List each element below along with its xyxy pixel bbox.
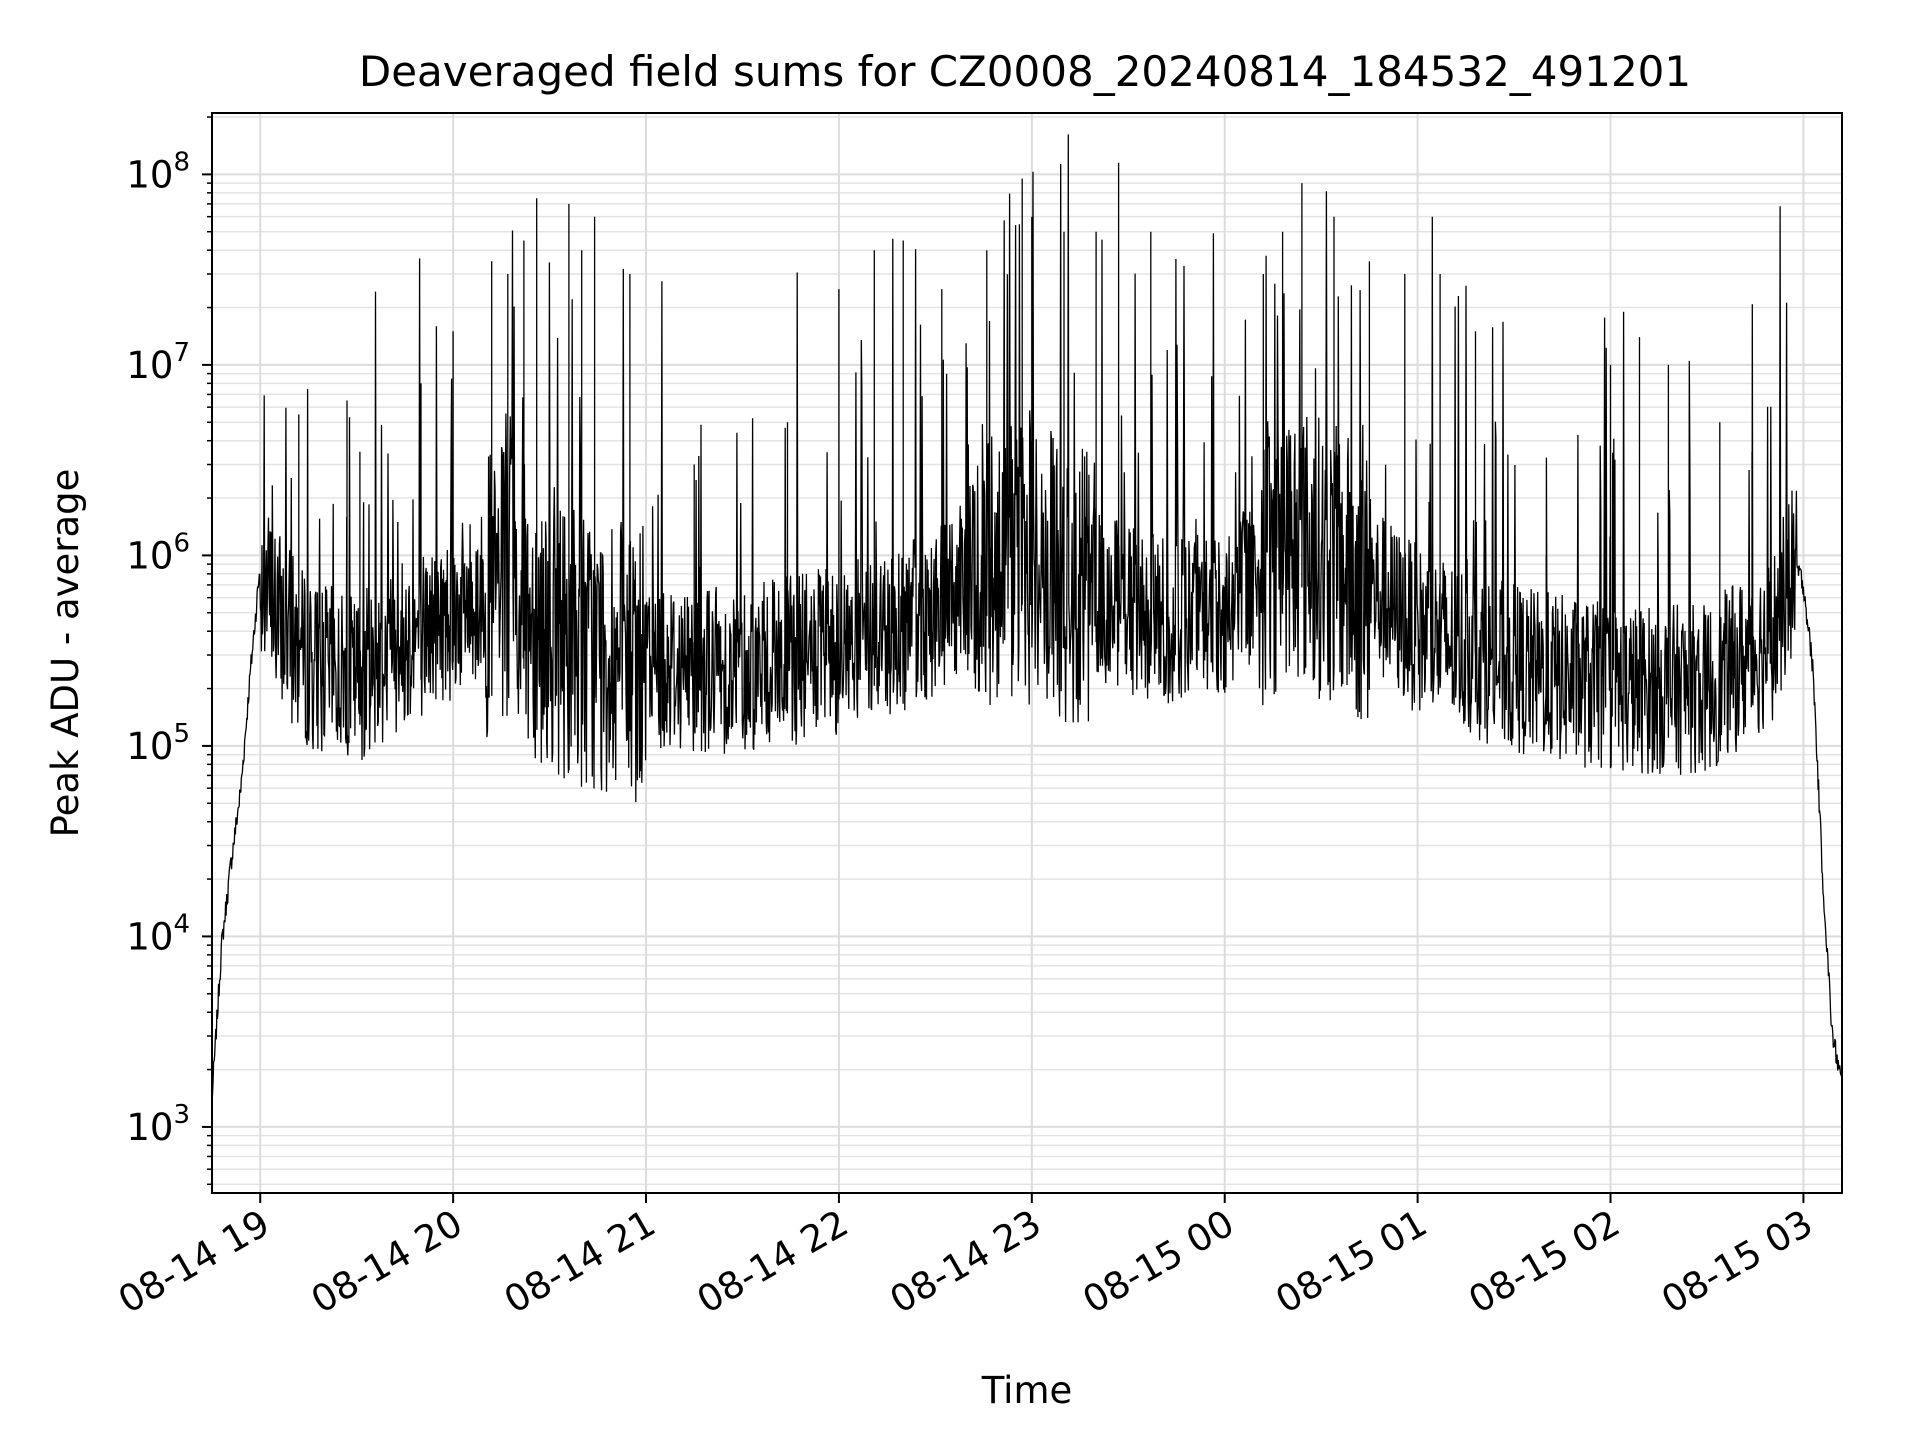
x-axis-label: Time (981, 1369, 1073, 1412)
y-tick-base: 10 (126, 725, 173, 768)
series-line (211, 134, 1843, 1098)
y-tick-base: 10 (126, 1106, 173, 1149)
y-tick-exponent: 7 (173, 338, 190, 368)
y-tick-label: 103 (126, 1100, 190, 1149)
y-tick-exponent: 5 (173, 719, 190, 749)
y-tick-base: 10 (126, 153, 173, 196)
y-tick-label: 108 (126, 147, 190, 196)
y-tick-exponent: 4 (173, 909, 190, 939)
y-tick-label: 104 (126, 909, 190, 958)
series-group (211, 134, 1843, 1098)
y-tick-base: 10 (126, 534, 173, 577)
y-tick-base: 10 (126, 915, 173, 958)
chart-title: Deaveraged field sums for CZ0008_2024081… (359, 47, 1691, 96)
y-tick-label: 105 (126, 719, 190, 768)
grid (212, 113, 1842, 1193)
y-tick-exponent: 6 (173, 528, 190, 558)
y-tick-label: 107 (126, 338, 190, 387)
y-tick-exponent: 8 (173, 147, 190, 177)
plot-frame (211, 112, 1843, 1194)
y-tick-label: 106 (126, 528, 190, 577)
y-tick-exponent: 3 (173, 1100, 190, 1130)
y-axis-label: Peak ADU - average (44, 469, 87, 838)
y-tick-base: 10 (126, 344, 173, 387)
